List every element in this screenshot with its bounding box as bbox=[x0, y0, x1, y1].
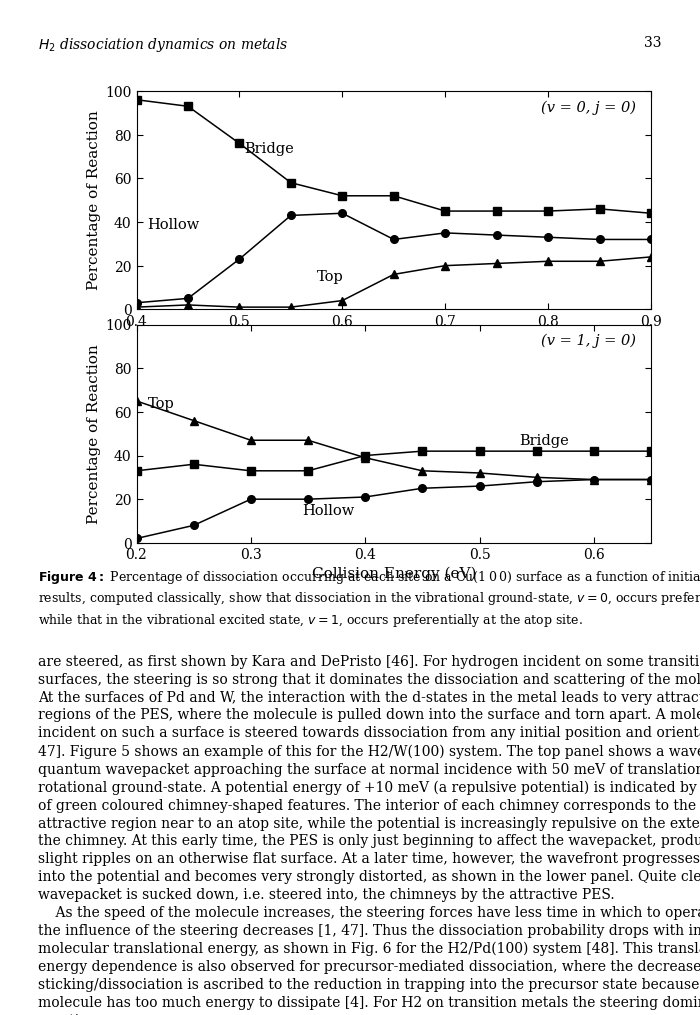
Text: Bridge: Bridge bbox=[519, 433, 569, 448]
X-axis label: Collision Energy (eV): Collision Energy (eV) bbox=[312, 566, 476, 581]
X-axis label: Collision Energy (eV): Collision Energy (eV) bbox=[312, 333, 476, 347]
Text: $\bf{Figure\ 4:}$ Percentage of dissociation occurring at each site on a Cu(1 0 : $\bf{Figure\ 4:}$ Percentage of dissocia… bbox=[38, 568, 700, 629]
Text: are steered, as first shown by Kara and DePristo [46]. For hydrogen incident on : are steered, as first shown by Kara and … bbox=[38, 655, 700, 1015]
Text: $H_2$ dissociation dynamics on metals: $H_2$ dissociation dynamics on metals bbox=[38, 36, 289, 54]
Text: Hollow: Hollow bbox=[302, 503, 354, 518]
Text: (v = 1, j = 0): (v = 1, j = 0) bbox=[540, 334, 636, 348]
Text: Top: Top bbox=[316, 270, 343, 284]
Y-axis label: Percentage of Reaction: Percentage of Reaction bbox=[87, 111, 101, 290]
Text: 33: 33 bbox=[644, 36, 661, 50]
Text: (v = 0, j = 0): (v = 0, j = 0) bbox=[540, 100, 636, 115]
Text: Hollow: Hollow bbox=[147, 218, 199, 231]
Y-axis label: Percentage of Reaction: Percentage of Reaction bbox=[87, 344, 101, 524]
Text: Bridge: Bridge bbox=[244, 141, 294, 155]
Text: Top: Top bbox=[148, 397, 175, 411]
